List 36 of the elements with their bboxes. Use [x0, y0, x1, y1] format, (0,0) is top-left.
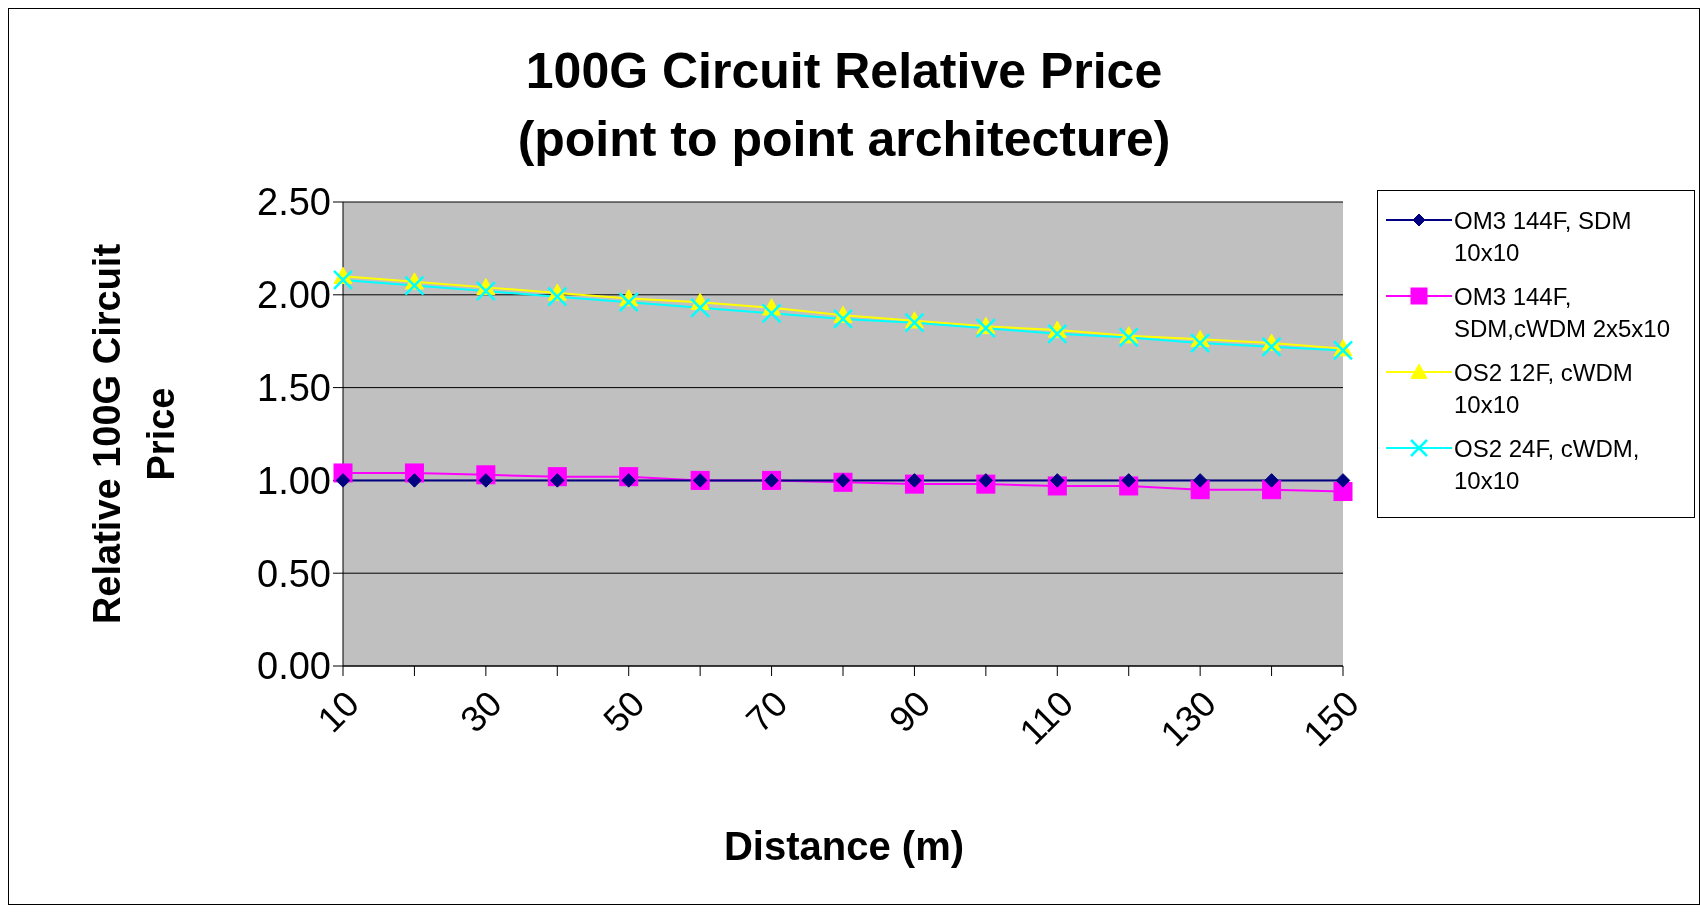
x-axis-title: Distance (m) [722, 824, 966, 869]
x-tick-label: 150 [1295, 682, 1367, 755]
point [1192, 473, 1208, 488]
point [618, 291, 639, 313]
x-tick-label: 110 [1011, 682, 1082, 753]
x-tick-label: 90 [880, 682, 939, 741]
x-tick-label: 50 [595, 682, 653, 741]
x-tick-label: 130 [1152, 682, 1224, 755]
legend-label: OS2 24F, cWDM, 10x10 [1454, 434, 1641, 496]
y-tick-label: 2.50 [257, 181, 331, 224]
y-tick-label: 0.50 [257, 552, 331, 595]
point [689, 297, 711, 319]
point [1264, 473, 1279, 488]
y-axis-title: Relative 100G Circuit Price [85, 242, 183, 627]
point [832, 308, 854, 330]
point [547, 286, 568, 307]
legend-label: OS2 12F, cWDM 10x10 [1454, 358, 1634, 420]
x-tick-label: 30 [452, 682, 510, 741]
y-tick-label: 2.00 [257, 274, 331, 317]
point [1333, 482, 1353, 502]
chart-title: 100G Circuit Relative Price (point to point architecture) [516, 42, 1172, 169]
point [1047, 323, 1068, 345]
point [404, 275, 425, 296]
point [761, 303, 782, 324]
legend-label: OM3 144F, SDM 10x10 [1454, 206, 1633, 268]
point [1335, 473, 1351, 488]
y-tick-label: 1.00 [257, 459, 331, 502]
legend-label: OM3 144F, SDM,cWDM 2x5x10 [1454, 282, 1672, 344]
x-tick-label: 70 [737, 682, 796, 741]
point [1261, 336, 1282, 358]
point [478, 473, 494, 488]
point [978, 473, 994, 488]
y-tick-label: 1.50 [257, 367, 331, 410]
point [332, 269, 354, 291]
point [1189, 332, 1211, 354]
point [475, 280, 497, 302]
